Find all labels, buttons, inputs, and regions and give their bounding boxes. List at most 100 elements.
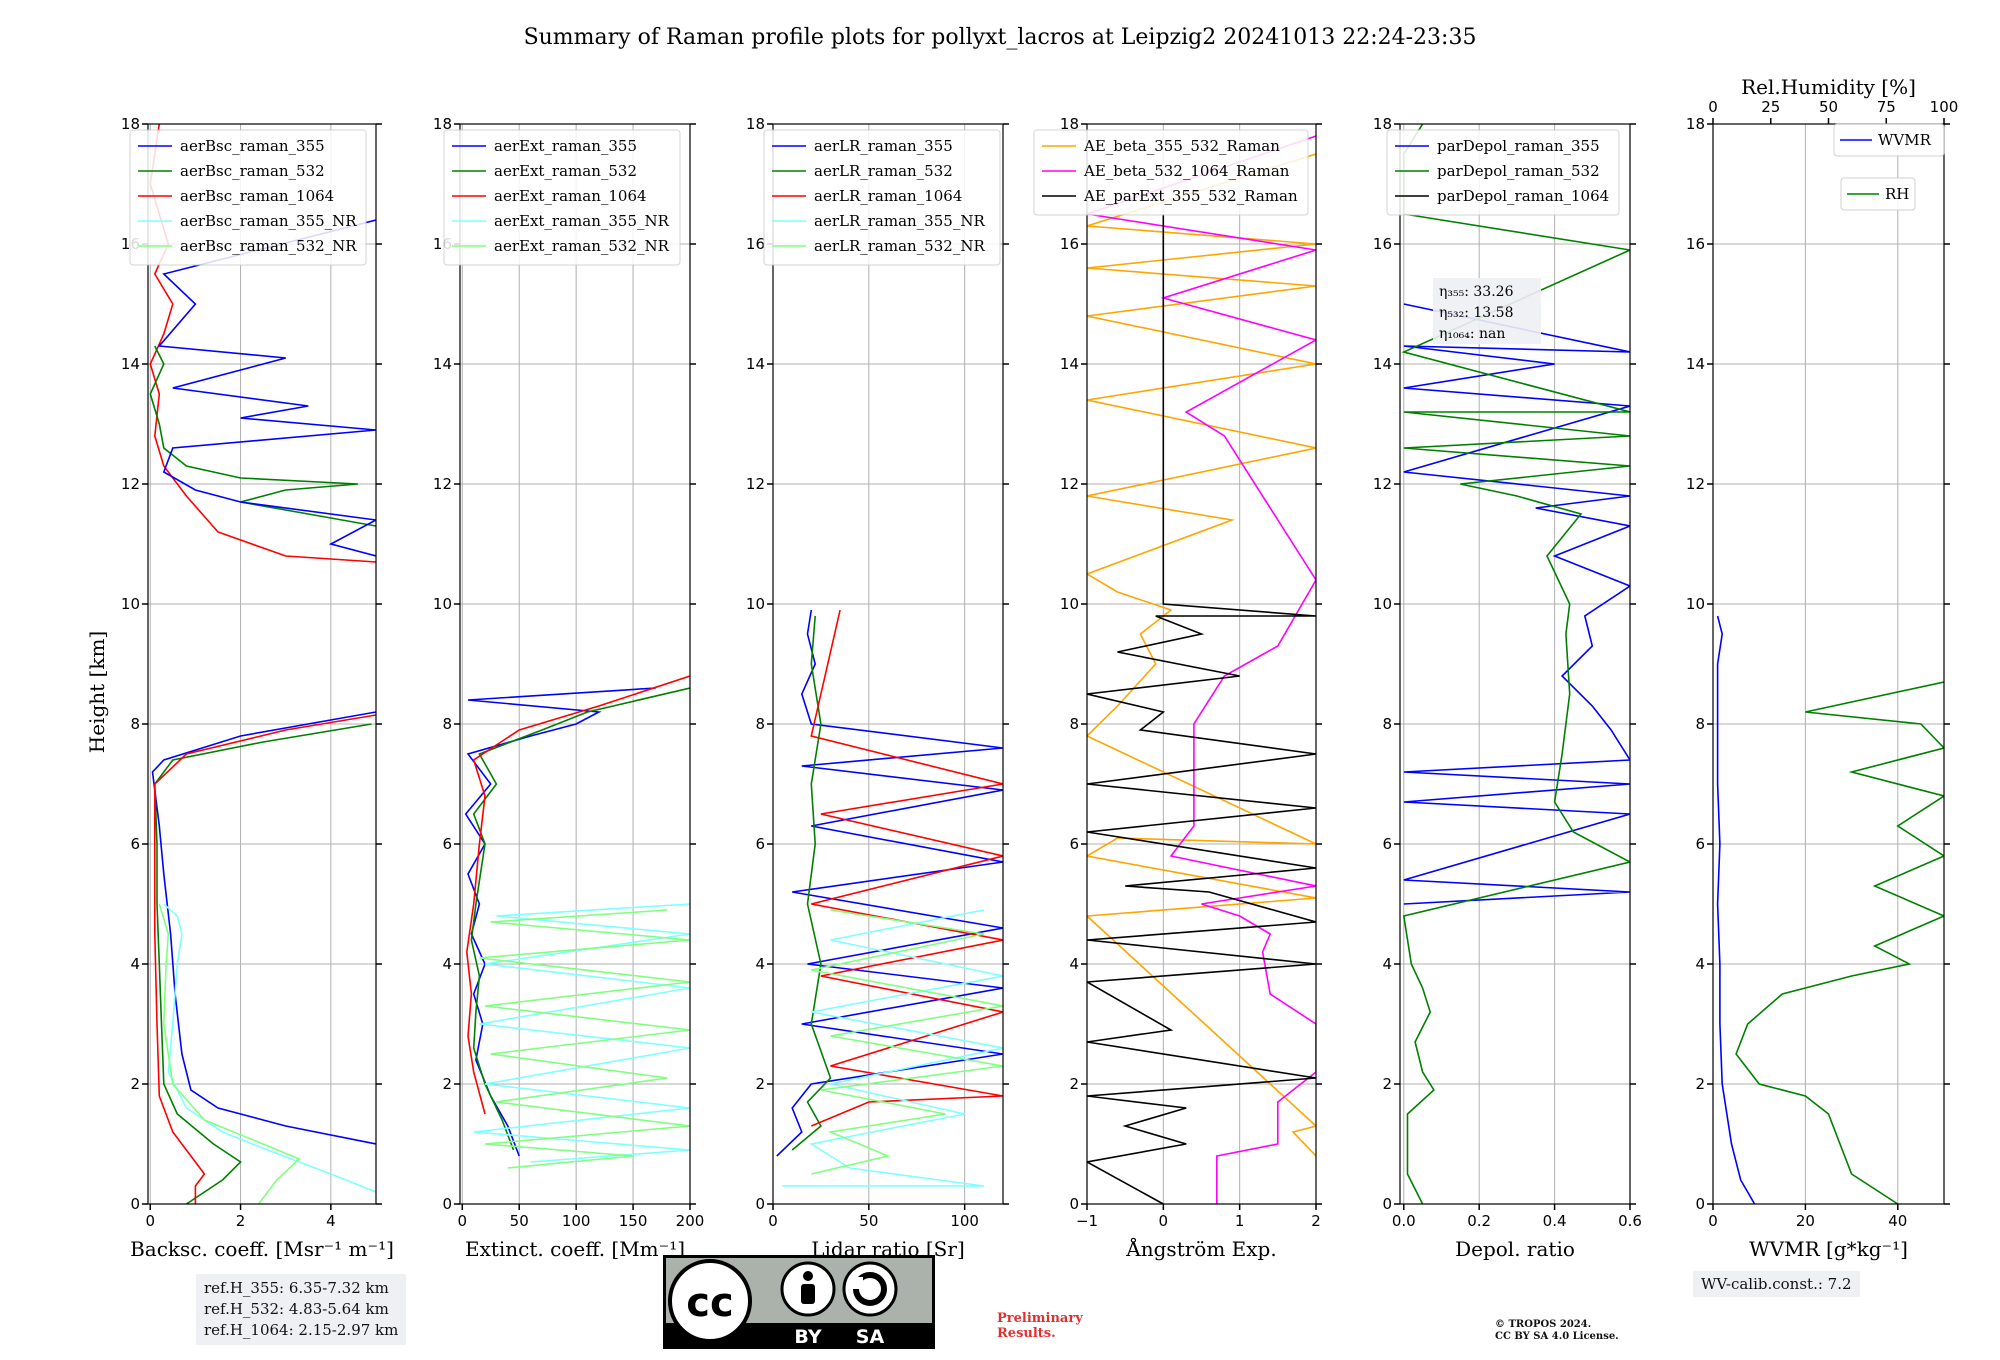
legend-label: aerBsc_raman_532_NR [180, 237, 357, 255]
y-tick-label: 12 [746, 475, 765, 493]
legend-box [763, 129, 1001, 266]
panel-bsc: 024681012141618024Backsc. coeff. [Msr⁻¹ … [121, 115, 394, 1261]
y-tick-label: 18 [433, 115, 452, 133]
axes-frame [147, 123, 377, 1205]
x-tick-label: 0.2 [1467, 1212, 1491, 1230]
y-tick-label: 12 [1686, 475, 1705, 493]
x-axis-label: Ångström Exp. [1125, 1236, 1276, 1261]
axes-frame [1399, 123, 1631, 1205]
y-tick-label: 16 [1686, 235, 1705, 253]
series-line-aerBsc_raman_355_upper [157, 219, 376, 557]
x-tick-label: 0.6 [1618, 1212, 1642, 1230]
legend-box [1833, 123, 1945, 157]
legend-label: aerLR_raman_355 [814, 137, 953, 155]
y-tick-label: 4 [755, 955, 765, 973]
y-tick-label: 2 [755, 1075, 765, 1093]
y-tick-label: 16 [746, 235, 765, 253]
series-group [1087, 135, 1316, 1204]
legend-label: AE_beta_532_1064_Raman [1083, 162, 1290, 180]
x-tick-label: 0 [1159, 1212, 1169, 1230]
preliminary-line-2: Results. [997, 1326, 1056, 1341]
x-tick-label: 0 [768, 1212, 778, 1230]
wv-calibration-box: WV-calib.const.: 7.2 [1693, 1271, 1860, 1297]
legend-label: aerBsc_raman_532 [180, 162, 325, 180]
y-tick-label: 18 [1373, 115, 1392, 133]
y-tick-label: 18 [1060, 115, 1079, 133]
y-tick-label: 10 [1686, 595, 1705, 613]
x-tick-label: 0 [1708, 1212, 1718, 1230]
eta-annotation-box: η₃₅₅: 33.26 η₅₃₂: 13.58 η₁₀₆₄: nan [1433, 278, 1541, 344]
y-tick-label: 4 [1695, 955, 1705, 973]
series-line-aerLR_raman_532 [791, 615, 832, 1151]
ref-height-355: ref.H_355: 6.35-7.32 km [204, 1279, 389, 1297]
y-tick-label: 16 [1373, 235, 1392, 253]
preliminary-results-label: Preliminary Results. [997, 1311, 1083, 1341]
x-tick-label: 150 [619, 1212, 648, 1230]
reference-heights-box: ref.H_355: 6.35-7.32 km ref.H_532: 4.83-… [196, 1274, 407, 1345]
series-line-aerBsc_raman_532_NR [158, 903, 301, 1204]
y-tick-label: 6 [1382, 835, 1392, 853]
copyright-notice: © TROPOS 2024. CC BY SA 4.0 License. [1495, 1319, 1619, 1343]
legend-label: aerExt_raman_532_NR [494, 237, 670, 255]
y-tick-label: 10 [1060, 595, 1079, 613]
y-tick-label: 6 [442, 835, 452, 853]
preliminary-line-1: Preliminary [997, 1311, 1083, 1326]
y-tick-label: 14 [1686, 355, 1705, 373]
x-tick-label: 2 [236, 1212, 246, 1230]
panel-depol: 0 2 4 6 8 10 12 14 16 18 0.0 0.2 0.4 0.6 Depol. ratio p… [1373, 115, 1642, 1261]
y-tick-label: 6 [130, 835, 140, 853]
series-group [1401, 124, 1630, 1204]
axes-frame [772, 123, 1004, 1205]
x-tick-label: 0 [458, 1212, 468, 1230]
y-tick-label: 8 [442, 715, 452, 733]
x-tick-label: 50 [859, 1212, 878, 1230]
figure-title: Summary of Raman profile plots for polly… [524, 25, 1477, 50]
series-line-AE_beta_355_532_Raman [1087, 153, 1316, 1157]
legend-label: parDepol_raman_532 [1437, 162, 1600, 180]
series-line-parDepol_raman_355 [1403, 303, 1630, 905]
y-tick-label: 0 [755, 1195, 765, 1213]
x-tick-label: 0 [145, 1212, 155, 1230]
x-axis-label: Extinct. coeff. [Mm⁻¹] [465, 1237, 685, 1261]
axes-frame [1086, 123, 1317, 1205]
svg-text:SA: SA [856, 1326, 885, 1348]
axes-frame [459, 123, 691, 1205]
y-tick-label: 12 [433, 475, 452, 493]
y-tick-label: 18 [1686, 115, 1705, 133]
series-line-aerBsc_raman_532 [153, 723, 372, 1204]
y-tick-label: 12 [1060, 475, 1079, 493]
y-tick-label: 0 [130, 1195, 140, 1213]
svg-text:cc: cc [686, 1280, 733, 1326]
y-tick-label: 0 [1695, 1195, 1705, 1213]
svg-text:BY: BY [794, 1326, 821, 1348]
y-tick-label: 14 [1373, 355, 1392, 373]
y-tick-label: 12 [1373, 475, 1392, 493]
x-axis-label: WVMR [g*kg⁻¹] [1749, 1237, 1908, 1261]
top-x-tick-label: 25 [1761, 98, 1780, 116]
y-tick-label: 10 [746, 595, 765, 613]
legend-label: aerExt_raman_355 [494, 137, 637, 155]
series-line-aerLR_raman_355 [776, 609, 1003, 1157]
series-group [464, 675, 690, 1169]
x-tick-label: 200 [676, 1212, 705, 1230]
series-line-aerExt_raman_532 [470, 687, 690, 1151]
eta-1064-label: η₁₀₆₄: nan [1439, 326, 1505, 342]
series-line-aerBsc_raman_355 [151, 711, 376, 1145]
y-tick-label: 14 [746, 355, 765, 373]
y-tick-label: 10 [433, 595, 452, 613]
series-line-RH [1735, 681, 1944, 1204]
legend-box [1386, 129, 1620, 216]
y-tick-label: 2 [130, 1075, 140, 1093]
top-x-axis-label: Rel.Humidity [%] [1741, 75, 1916, 99]
series-line-aerExt_raman_1064 [465, 675, 690, 1115]
y-tick-label: 0 [1382, 1195, 1392, 1213]
y-tick-label: 4 [130, 955, 140, 973]
legend-label: aerLR_raman_532 [814, 162, 953, 180]
cc-icon [668, 1259, 752, 1343]
x-tick-label: 100 [950, 1212, 979, 1230]
eta-532-label: η₅₃₂: 13.58 [1439, 305, 1513, 321]
